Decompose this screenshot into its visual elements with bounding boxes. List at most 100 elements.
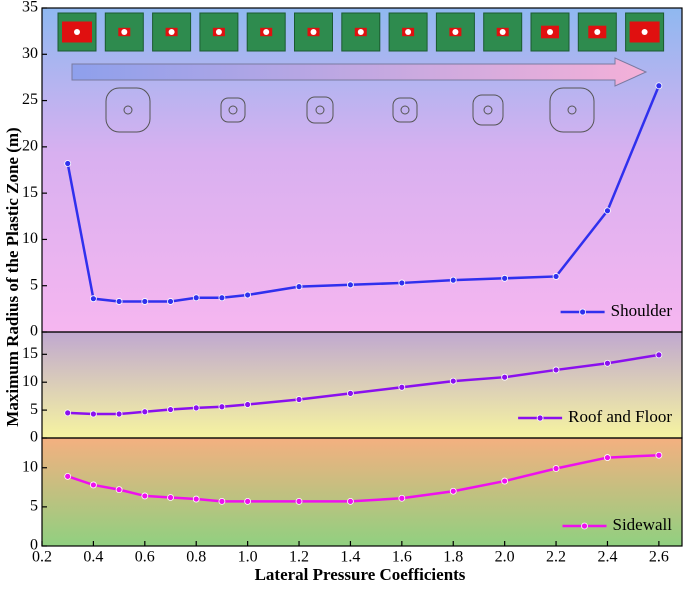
data-point [192,404,200,412]
icon-hole [357,29,364,35]
y-tick-label: 10 [22,458,38,475]
data-point [655,82,663,90]
data-point [141,298,149,305]
data-point [398,383,406,391]
data-point [167,494,174,501]
data-point [90,410,97,418]
data-point [501,477,509,485]
y-tick-label: 15 [22,184,38,201]
y-tick-label: 25 [22,91,38,108]
y-tick-label: 5 [30,276,38,293]
data-point [295,497,303,505]
data-point [218,294,226,302]
icon-hole [168,29,175,35]
y-tick-label: 15 [22,345,38,362]
data-point [604,359,611,367]
panel-background [42,332,682,438]
y-tick-label: 5 [30,498,38,515]
x-tick-label: 0.6 [135,549,155,566]
data-point [167,406,174,413]
series-line [66,85,661,303]
zone-outline [306,96,334,124]
data-point [295,396,303,403]
trend-arrow [71,57,648,87]
icon-hole [405,29,412,35]
data-point [115,298,123,305]
x-tick-label: 1.2 [289,549,309,566]
data-point [449,276,457,284]
data-point [115,486,123,494]
data-point [501,274,509,282]
series-line [67,453,659,503]
x-tick-label: 2.4 [597,549,617,566]
data-point [604,207,611,215]
zone-outline [472,94,504,126]
data-point [604,454,611,461]
x-tick-label: 1.6 [392,549,412,566]
y-tick-label: 35 [22,0,38,16]
data-point [449,377,457,385]
y-tick-label: 5 [30,401,38,418]
y-axis-label: Maximum Radius of the Plastic Zone (m) [3,127,22,426]
zone-outline [105,87,151,133]
panel-frame [41,437,683,547]
data-point [192,294,200,302]
icon-hole [121,29,128,35]
zone-hole [567,105,577,115]
series-line [67,353,660,416]
data-point [141,408,149,416]
zone-hole [315,105,325,115]
y-tick-label: 0 [30,429,38,446]
icon-hole [452,29,459,35]
data-point [115,410,123,418]
decoration [57,12,665,133]
data-point [655,451,663,459]
data-point [218,497,226,505]
data-point [347,497,354,505]
data-point [64,409,72,417]
zone-outline [220,97,246,123]
icon-box [435,12,475,52]
y-tick-label: 10 [22,230,38,247]
data-point [244,401,252,408]
icon-hole [499,29,506,35]
x-tick-label: 1.4 [340,549,360,566]
x-tick-label: 2.0 [495,549,515,566]
x-tick-label: 1.8 [443,549,463,566]
data-point [552,366,560,374]
legend-label: Shoulder [611,301,673,320]
data-point [347,281,354,289]
x-tick-label: 0.8 [186,549,206,566]
panel-background [42,438,682,546]
data-point [90,481,97,489]
data-point [501,373,509,381]
data-point [295,283,303,291]
data-point [141,492,149,500]
zone-outline [549,87,595,133]
icon-hole [74,29,80,35]
y-tick-label: 20 [22,138,38,155]
data-point [218,403,226,411]
x-tick-label: 2.2 [546,549,566,566]
icon-hole [547,29,553,35]
data-point [64,160,72,167]
data-point [552,273,560,280]
data-point [167,298,174,305]
legend-marker [579,308,587,316]
x-tick-label: 2.6 [649,549,669,566]
icon-hole [263,29,270,35]
data-point [449,487,457,495]
legend-marker [536,414,544,422]
data-point [64,472,72,480]
y-tick-label: 0 [30,323,38,340]
zone-outline [392,97,418,123]
zone-hole [123,105,133,115]
icon-hole [310,29,317,35]
icon-hole [594,29,601,35]
icon-hole [641,29,648,35]
zone-hole [483,105,493,115]
data-point [552,465,560,472]
data-point [398,279,406,287]
legend-marker [581,522,588,530]
